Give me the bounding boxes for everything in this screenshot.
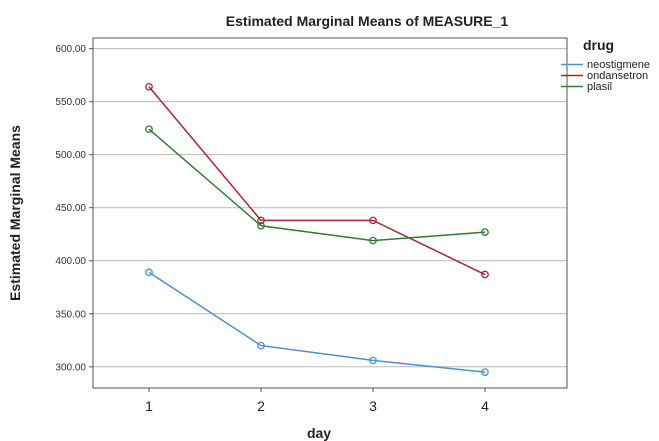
y-tick-label: 350.00 xyxy=(55,309,86,320)
data-point xyxy=(481,368,489,376)
y-tick-label: 300.00 xyxy=(55,362,86,373)
gridlines xyxy=(93,48,567,368)
x-tick-labels: 1 2 3 4 xyxy=(145,388,489,414)
x-axis-title: day xyxy=(307,425,331,441)
y-tick-label: 550.00 xyxy=(55,97,86,108)
y-axis-title: Estimated Marginal Means xyxy=(7,125,23,301)
data-point xyxy=(481,270,489,279)
legend-label: neostigmene xyxy=(587,59,650,71)
y-tick-label: 500.00 xyxy=(55,150,86,161)
series-line xyxy=(148,86,486,276)
data-point xyxy=(257,216,265,225)
y-tick-labels: 300.00 350.00 400.00 450.00 500.00 550.00 600.… xyxy=(55,44,93,373)
legend-label: ondansetron xyxy=(587,70,648,82)
legend-label: plasil xyxy=(587,81,612,93)
series-line xyxy=(148,128,486,242)
plot-frame xyxy=(92,37,568,389)
data-point xyxy=(481,228,489,236)
data-point xyxy=(257,341,265,350)
legend-item: ondansetron xyxy=(561,70,648,82)
data-point xyxy=(145,268,153,277)
data-point xyxy=(145,125,153,134)
x-tick-label: 4 xyxy=(481,398,489,414)
x-tick-label: 3 xyxy=(369,398,377,414)
data-point xyxy=(369,216,377,225)
series-line xyxy=(148,271,486,373)
data-point xyxy=(369,236,377,245)
series-lines xyxy=(145,82,489,376)
y-tick-label: 450.00 xyxy=(55,203,86,214)
y-tick-label: 600.00 xyxy=(55,44,86,55)
legend-title: drug xyxy=(583,37,614,53)
x-tick-label: 2 xyxy=(257,398,265,414)
data-point xyxy=(257,221,265,230)
series-plasil xyxy=(145,125,489,245)
chart-title: Estimated Marginal Means of MEASURE_1 xyxy=(226,13,509,29)
series-neostigmene xyxy=(145,268,489,376)
legend-item: plasil xyxy=(561,81,612,93)
y-tick-label: 400.00 xyxy=(55,256,86,267)
series-ondansetron xyxy=(145,82,489,279)
data-point xyxy=(369,356,377,365)
legend-item: neostigmene xyxy=(561,59,650,71)
x-tick-label: 1 xyxy=(145,398,153,414)
data-point xyxy=(145,82,153,91)
